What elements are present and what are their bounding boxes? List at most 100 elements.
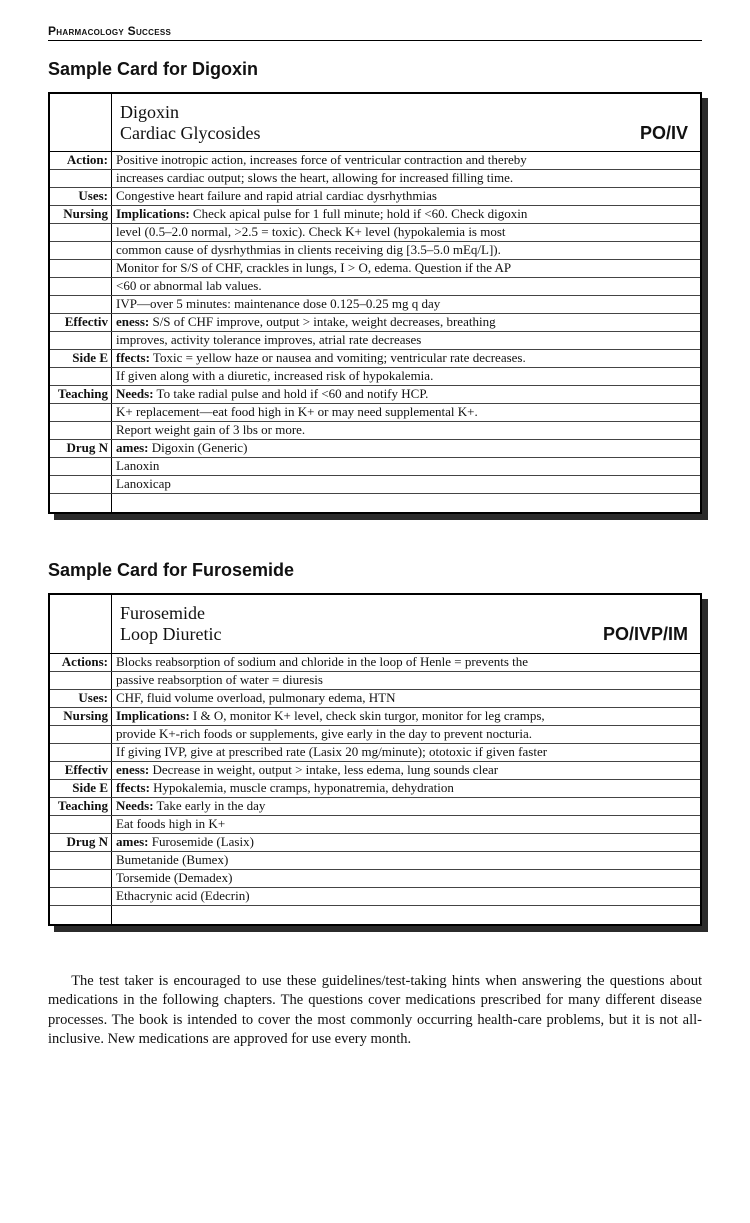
- card-row: [50, 494, 700, 512]
- card-row: Side Effects: Toxic = yellow haze or nau…: [50, 350, 700, 368]
- row-label: [50, 242, 112, 259]
- row-label: [50, 404, 112, 421]
- section-title-furosemide: Sample Card for Furosemide: [48, 560, 702, 581]
- row-label: [50, 870, 112, 887]
- card-row: Effectiveness: Decrease in weight, outpu…: [50, 762, 700, 780]
- card-row: Drug Names: Furosemide (Lasix): [50, 834, 700, 852]
- card-row: Monitor for S/S of CHF, crackles in lung…: [50, 260, 700, 278]
- row-content: Needs: To take radial pulse and hold if …: [112, 386, 700, 403]
- card-row: Drug Names: Digoxin (Generic): [50, 440, 700, 458]
- row-label: [50, 726, 112, 743]
- card-row: IVP—over 5 minutes: maintenance dose 0.1…: [50, 296, 700, 314]
- row-label: [50, 852, 112, 869]
- row-content: Monitor for S/S of CHF, crackles in lung…: [112, 260, 700, 277]
- row-content: Ethacrynic acid (Edecrin): [112, 888, 700, 905]
- card-row: TeachingNeeds: Take early in the day: [50, 798, 700, 816]
- row-label: Teaching: [50, 386, 112, 403]
- row-label: [50, 672, 112, 689]
- card-row: Uses:CHF, fluid volume overload, pulmona…: [50, 690, 700, 708]
- row-label: Uses:: [50, 188, 112, 205]
- card-row: common cause of dysrhythmias in clients …: [50, 242, 700, 260]
- row-label: Side E: [50, 780, 112, 797]
- row-label: [50, 744, 112, 761]
- row-label: Nursing: [50, 708, 112, 725]
- card-row: [50, 906, 700, 924]
- card-header: Digoxin Cardiac Glycosides PO/IV: [50, 94, 700, 152]
- row-label: [50, 296, 112, 313]
- row-label: [50, 494, 112, 512]
- header-title-col: Furosemide Loop Diuretic PO/IVP/IM: [112, 595, 700, 652]
- row-content: Lanoxin: [112, 458, 700, 475]
- row-content: increases cardiac output; slows the hear…: [112, 170, 700, 187]
- drug-class: Loop Diuretic: [120, 624, 221, 645]
- route-label: PO/IV: [640, 123, 688, 144]
- drug-name: Digoxin: [120, 102, 260, 123]
- row-content: level (0.5–2.0 normal, >2.5 = toxic). Ch…: [112, 224, 700, 241]
- row-label: Action:: [50, 152, 112, 169]
- row-content: <60 or abnormal lab values.: [112, 278, 700, 295]
- row-content: ames: Furosemide (Lasix): [112, 834, 700, 851]
- row-label: Side E: [50, 350, 112, 367]
- row-label: Nursing: [50, 206, 112, 223]
- row-content: [112, 906, 700, 924]
- row-content: eness: Decrease in weight, output > inta…: [112, 762, 700, 779]
- row-label: [50, 906, 112, 924]
- row-content: Positive inotropic action, increases for…: [112, 152, 700, 169]
- row-label: [50, 224, 112, 241]
- row-label: [50, 476, 112, 493]
- drug-class: Cardiac Glycosides: [120, 123, 260, 144]
- card-row: TeachingNeeds: To take radial pulse and …: [50, 386, 700, 404]
- card-row: K+ replacement—eat food high in K+ or ma…: [50, 404, 700, 422]
- card-row: passive reabsorption of water = diuresis: [50, 672, 700, 690]
- row-content: ffects: Toxic = yellow haze or nausea an…: [112, 350, 700, 367]
- row-label: [50, 422, 112, 439]
- card-row: improves, activity tolerance improves, a…: [50, 332, 700, 350]
- row-content: K+ replacement—eat food high in K+ or ma…: [112, 404, 700, 421]
- card-row: Actions:Blocks reabsorption of sodium an…: [50, 654, 700, 672]
- header-title-col: Digoxin Cardiac Glycosides PO/IV: [112, 94, 700, 151]
- card-row: NursingImplications: I & O, monitor K+ l…: [50, 708, 700, 726]
- row-content: If given along with a diuretic, increase…: [112, 368, 700, 385]
- row-label: [50, 332, 112, 349]
- row-content: Congestive heart failure and rapid atria…: [112, 188, 700, 205]
- card-row: Lanoxicap: [50, 476, 700, 494]
- drug-card-digoxin: Digoxin Cardiac Glycosides PO/IV Action:…: [48, 92, 702, 514]
- row-label: Effectiv: [50, 762, 112, 779]
- card-body-furosemide: Actions:Blocks reabsorption of sodium an…: [50, 654, 700, 924]
- row-label: [50, 278, 112, 295]
- row-label: Drug N: [50, 834, 112, 851]
- card-body-digoxin: Action:Positive inotropic action, increa…: [50, 152, 700, 512]
- row-label: [50, 368, 112, 385]
- card-row: level (0.5–2.0 normal, >2.5 = toxic). Ch…: [50, 224, 700, 242]
- card-row: Eat foods high in K+: [50, 816, 700, 834]
- card-header: Furosemide Loop Diuretic PO/IVP/IM: [50, 595, 700, 653]
- row-content: Bumetanide (Bumex): [112, 852, 700, 869]
- row-content: Torsemide (Demadex): [112, 870, 700, 887]
- row-content: ames: Digoxin (Generic): [112, 440, 700, 457]
- card-row: Bumetanide (Bumex): [50, 852, 700, 870]
- row-label: Uses:: [50, 690, 112, 707]
- card-row: <60 or abnormal lab values.: [50, 278, 700, 296]
- row-content: CHF, fluid volume overload, pulmonary ed…: [112, 690, 700, 707]
- card-row: Action:Positive inotropic action, increa…: [50, 152, 700, 170]
- section-title-digoxin: Sample Card for Digoxin: [48, 59, 702, 80]
- card-row: If given along with a diuretic, increase…: [50, 368, 700, 386]
- row-label: [50, 260, 112, 277]
- row-content: [112, 494, 700, 512]
- row-content: Implications: Check apical pulse for 1 f…: [112, 206, 700, 223]
- card-row: If giving IVP, give at prescribed rate (…: [50, 744, 700, 762]
- row-label: Actions:: [50, 654, 112, 671]
- row-content: Implications: I & O, monitor K+ level, c…: [112, 708, 700, 725]
- row-label: Teaching: [50, 798, 112, 815]
- row-content: common cause of dysrhythmias in clients …: [112, 242, 700, 259]
- closing-paragraph: The test taker is encouraged to use thes…: [48, 972, 702, 1050]
- running-head: Pharmacology Success: [48, 24, 702, 41]
- row-content: eness: S/S of CHF improve, output > inta…: [112, 314, 700, 331]
- card-row: Report weight gain of 3 lbs or more.: [50, 422, 700, 440]
- card-row: Lanoxin: [50, 458, 700, 476]
- row-content: improves, activity tolerance improves, a…: [112, 332, 700, 349]
- drug-name: Furosemide: [120, 603, 221, 624]
- row-label: Drug N: [50, 440, 112, 457]
- card-row: Torsemide (Demadex): [50, 870, 700, 888]
- route-label: PO/IVP/IM: [603, 624, 688, 645]
